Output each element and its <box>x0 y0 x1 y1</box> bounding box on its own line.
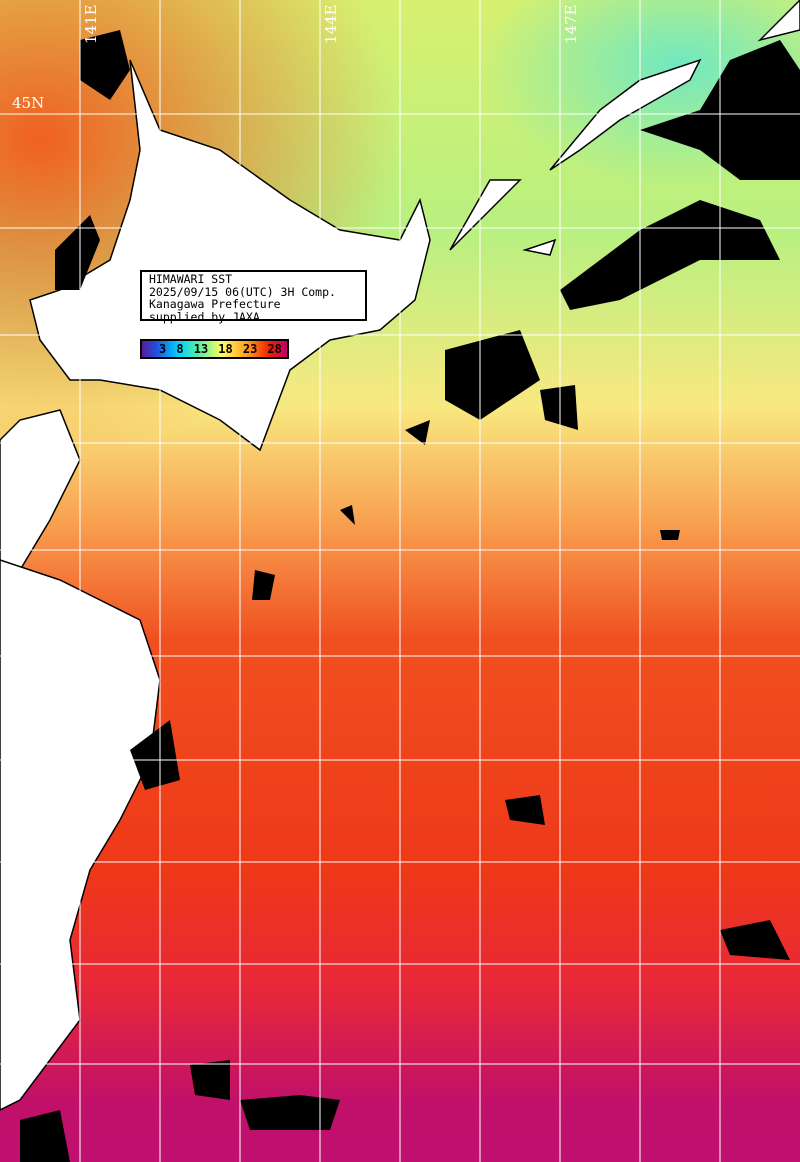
lat-label-45n: 45N <box>12 94 45 112</box>
lon-label-147e: 147E <box>562 4 580 44</box>
color-legend: 3 8 13 18 23 28 <box>140 339 289 359</box>
lon-label-144e: 144E <box>322 4 340 44</box>
lon-label-141e: 141E <box>82 4 100 44</box>
info-box: HIMAWARI SST 2025/09/15 06(UTC) 3H Comp.… <box>140 270 367 324</box>
legend-value: 3 <box>159 342 167 356</box>
info-datetime: 2025/09/15 06(UTC) 3H Comp. <box>149 284 336 299</box>
legend-value: 18 <box>218 342 233 356</box>
info-title: HIMAWARI SST <box>149 272 233 286</box>
info-supplier: supplied by JAXA <box>149 309 260 324</box>
info-prefecture: Kanagawa Prefecture <box>149 297 281 311</box>
legend-value: 23 <box>242 342 258 356</box>
legend-value: 13 <box>193 342 209 356</box>
legend-value: 8 <box>176 342 184 356</box>
legend-value: 28 <box>267 342 282 356</box>
